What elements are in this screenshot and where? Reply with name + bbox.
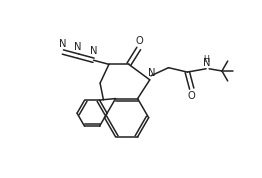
Text: N: N xyxy=(74,42,82,52)
Text: H: H xyxy=(204,55,209,64)
Text: N: N xyxy=(203,58,210,68)
Text: N: N xyxy=(148,68,155,78)
Text: O: O xyxy=(188,91,196,101)
Text: N: N xyxy=(90,46,97,56)
Text: N: N xyxy=(59,39,67,49)
Text: O: O xyxy=(136,36,144,46)
